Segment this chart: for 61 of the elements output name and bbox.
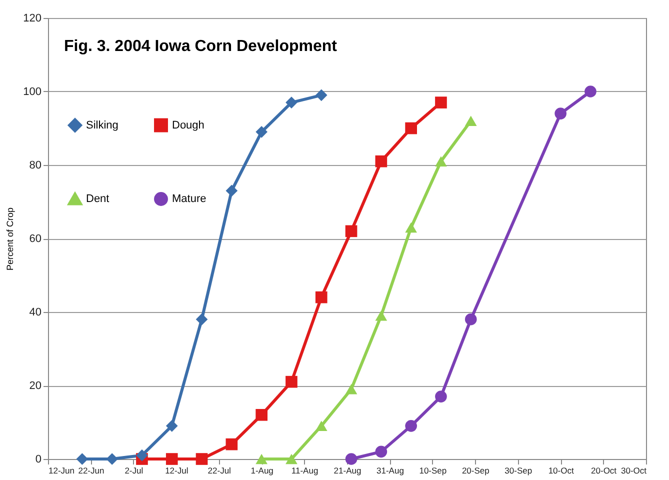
point <box>405 420 417 432</box>
x-tick-label: 30-Sep <box>504 466 532 476</box>
point <box>435 96 447 108</box>
point <box>584 86 596 98</box>
point <box>226 184 238 197</box>
point <box>286 454 298 464</box>
point <box>315 291 328 304</box>
x-tick-label: 12-Jun <box>48 466 75 476</box>
y-tick-label: 60 <box>29 233 42 245</box>
x-tick-label: 10-Sep <box>419 466 447 476</box>
y-tick-label: 120 <box>23 12 42 24</box>
point <box>226 438 238 450</box>
legend-label: Dent <box>86 193 110 205</box>
point <box>375 155 388 168</box>
x-tick-label: 11-Aug <box>291 466 318 476</box>
point <box>405 122 417 134</box>
x-tick-label: 2-Jul <box>124 466 144 476</box>
y-tick-label: 80 <box>29 160 42 172</box>
x-tick-label: 10-Oct <box>548 466 574 476</box>
text: Fig. 3. 2004 Iowa Corn Development <box>64 38 338 55</box>
point <box>435 156 447 166</box>
x-tick-label: 1-Aug <box>250 466 274 476</box>
y-tick-label: 40 <box>29 306 42 318</box>
x-tick-label: 12-Jul <box>165 466 188 476</box>
point <box>375 310 388 321</box>
y-axis-title: Percent of Crop <box>5 207 16 271</box>
point <box>286 376 298 388</box>
legend-label: Silking <box>86 119 118 132</box>
point <box>106 453 118 465</box>
point <box>286 96 298 108</box>
point <box>256 454 268 464</box>
x-tick-label: 20-Sep <box>462 466 490 476</box>
point <box>136 449 148 462</box>
point <box>464 313 477 326</box>
point <box>315 89 328 102</box>
legend-label: Dough <box>172 119 204 132</box>
point <box>405 222 417 233</box>
point <box>375 446 388 458</box>
point <box>554 108 566 120</box>
point <box>256 126 268 138</box>
point <box>345 225 358 238</box>
legend-label: Mature <box>172 193 206 205</box>
point <box>166 420 178 432</box>
point <box>256 408 268 421</box>
x-tick-label: 21-Aug <box>334 466 362 476</box>
point <box>464 116 477 126</box>
point <box>435 390 447 402</box>
y-tick-label: 0 <box>35 454 42 466</box>
point <box>196 313 208 326</box>
x-tick-label: 31-Aug <box>376 466 404 476</box>
x-tick-label: 30-Oct <box>620 466 648 476</box>
x-tick-label: 22-Jul <box>208 466 232 476</box>
x-tick-label: 22-Jun <box>78 466 104 476</box>
point <box>166 453 178 465</box>
point <box>345 384 358 394</box>
point <box>345 453 358 465</box>
y-tick-label: 100 <box>23 86 42 98</box>
x-tick-label: 20-Oct <box>591 466 618 476</box>
point <box>315 420 328 432</box>
point <box>196 453 208 465</box>
y-tick-label: 20 <box>29 380 42 392</box>
